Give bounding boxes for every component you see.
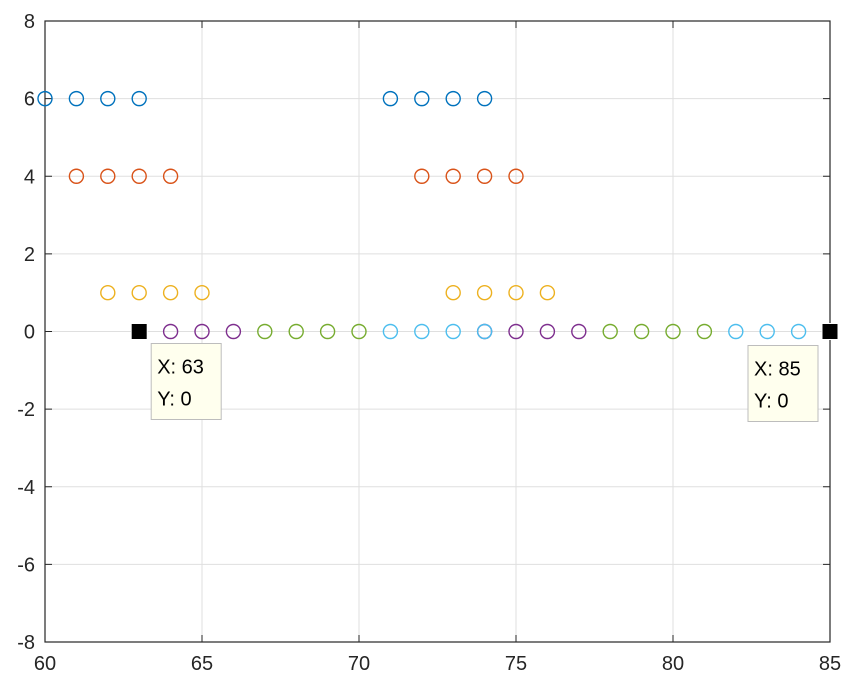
datatip-marker [130,323,148,340]
data-point [319,323,336,340]
y-tick-label: 2 [24,244,35,266]
data-point [759,323,775,340]
data-point [445,323,461,340]
data-point [414,90,430,107]
data-point [539,323,556,340]
series-5 [257,323,713,340]
x-tick-label: 85 [819,653,841,675]
x-tick-label: 80 [662,653,684,675]
data-point [508,323,524,340]
data-point [508,284,524,301]
axis-ticks: 60 65 70 75 80 85 -8 -6 -4 -2 0 2 4 6 8 [17,11,841,675]
data-point [100,284,116,301]
data-point [445,90,461,107]
data-point [382,90,399,107]
x-tick-label: 60 [34,653,56,675]
data-point [351,323,367,340]
data-markers [37,90,838,340]
datatip-2: X: 85 Y: 0 [747,323,839,422]
data-point [602,323,618,340]
data-point [288,323,304,340]
data-point [100,168,116,184]
y-tick-label: 8 [24,11,35,33]
data-point [476,284,493,301]
data-point [476,90,493,107]
data-point [382,323,399,340]
data-point [68,168,85,184]
x-tick-label: 70 [348,653,370,675]
datatip-box [747,345,819,422]
y-tick-label: 4 [24,166,35,188]
datatip-x-label: X: 85 [754,359,801,381]
data-point [476,323,493,340]
data-point [131,168,147,184]
data-point [162,284,179,301]
datatip-marker [821,323,839,340]
datatip-y-label: Y: 0 [754,391,788,413]
data-point [665,323,681,340]
data-point [194,284,210,301]
data-point [162,168,179,184]
data-point [131,284,147,301]
data-point [225,323,242,340]
data-point [508,168,524,184]
data-point [445,168,461,184]
x-tick-label: 65 [191,653,213,675]
y-tick-label: 0 [24,322,35,344]
series-2 [68,168,524,184]
data-point [633,323,650,340]
data-point [476,168,493,184]
datatip-box [150,343,222,420]
data-point [162,323,179,340]
y-tick-label: 6 [24,89,35,111]
data-point [37,90,53,107]
data-point [790,323,807,340]
data-point [131,90,147,107]
datatip-y-label: Y: 0 [157,389,191,411]
datatips: X: 63 Y: 0 X: 85 Y: 0 [130,323,839,422]
data-point [696,323,713,340]
series-1 [37,90,493,107]
data-point [571,323,587,340]
data-point [445,284,461,301]
data-point [194,323,210,340]
x-tick-label: 75 [505,653,527,675]
series-3 [100,284,556,301]
datatip-x-label: X: 63 [157,357,204,379]
data-point [414,168,430,184]
y-tick-label: -4 [17,477,35,499]
data-point [68,90,85,107]
grid [45,21,830,642]
y-tick-label: -6 [17,554,35,576]
data-point [728,323,744,340]
y-tick-label: -8 [17,632,35,654]
datatip-1: X: 63 Y: 0 [130,323,222,420]
data-point [100,90,116,107]
data-point [539,284,556,301]
data-point [414,323,430,340]
data-point [257,323,273,340]
y-tick-label: -2 [17,399,35,421]
